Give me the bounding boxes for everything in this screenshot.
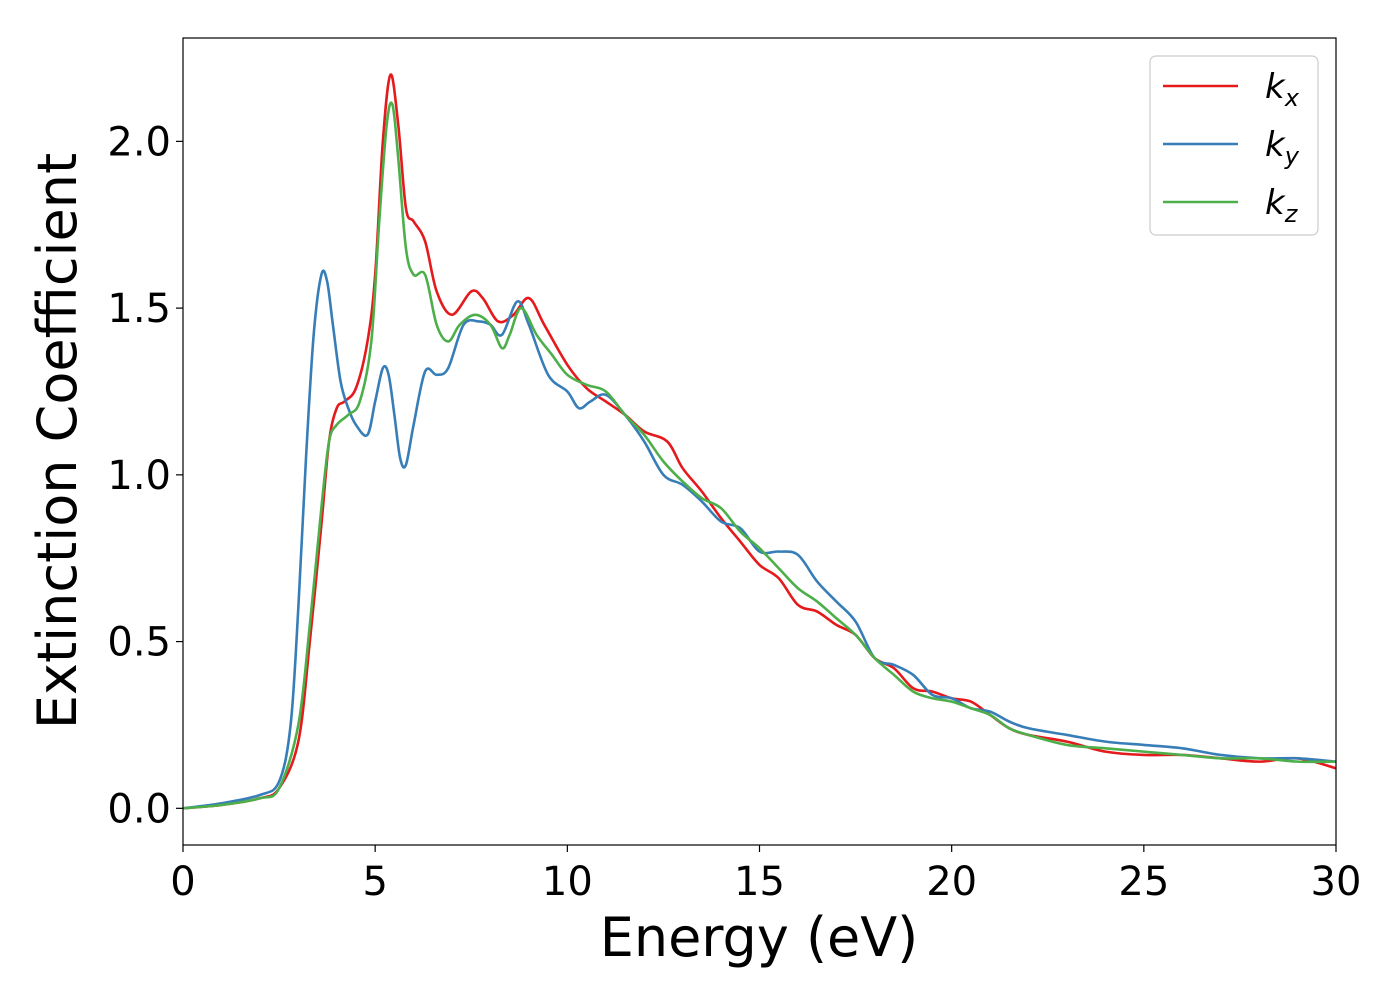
y-axis-ticks: 0.0 0.5 1.0 1.5 2.0 [107,119,183,832]
x-tick-label: 5 [362,859,387,905]
x-tick-label: 20 [926,859,977,905]
x-tick-label: 10 [542,859,593,905]
x-axis-ticks: 0 5 10 15 20 25 30 [170,845,1361,905]
y-axis-label: Extinction Coefficient [26,153,89,729]
x-axis-label: Energy (eV) [600,906,919,969]
y-tick-label: 0.0 [107,786,171,832]
x-tick-label: 15 [734,859,785,905]
y-tick-label: 0.5 [107,620,171,666]
y-tick-label: 1.5 [107,286,171,332]
legend-label: ky [1265,125,1300,170]
x-tick-label: 25 [1118,859,1169,905]
y-tick-label: 2.0 [107,119,171,165]
legend-box [1149,55,1319,236]
x-tick-label: 30 [1311,859,1362,905]
series-line-k-y [183,269,1336,810]
y-tick-label: 1.0 [107,453,171,499]
series-line-k-z [183,101,1336,810]
series-layer [183,73,1336,810]
x-tick-label: 0 [170,859,195,905]
legend-label: kx [1265,67,1300,112]
